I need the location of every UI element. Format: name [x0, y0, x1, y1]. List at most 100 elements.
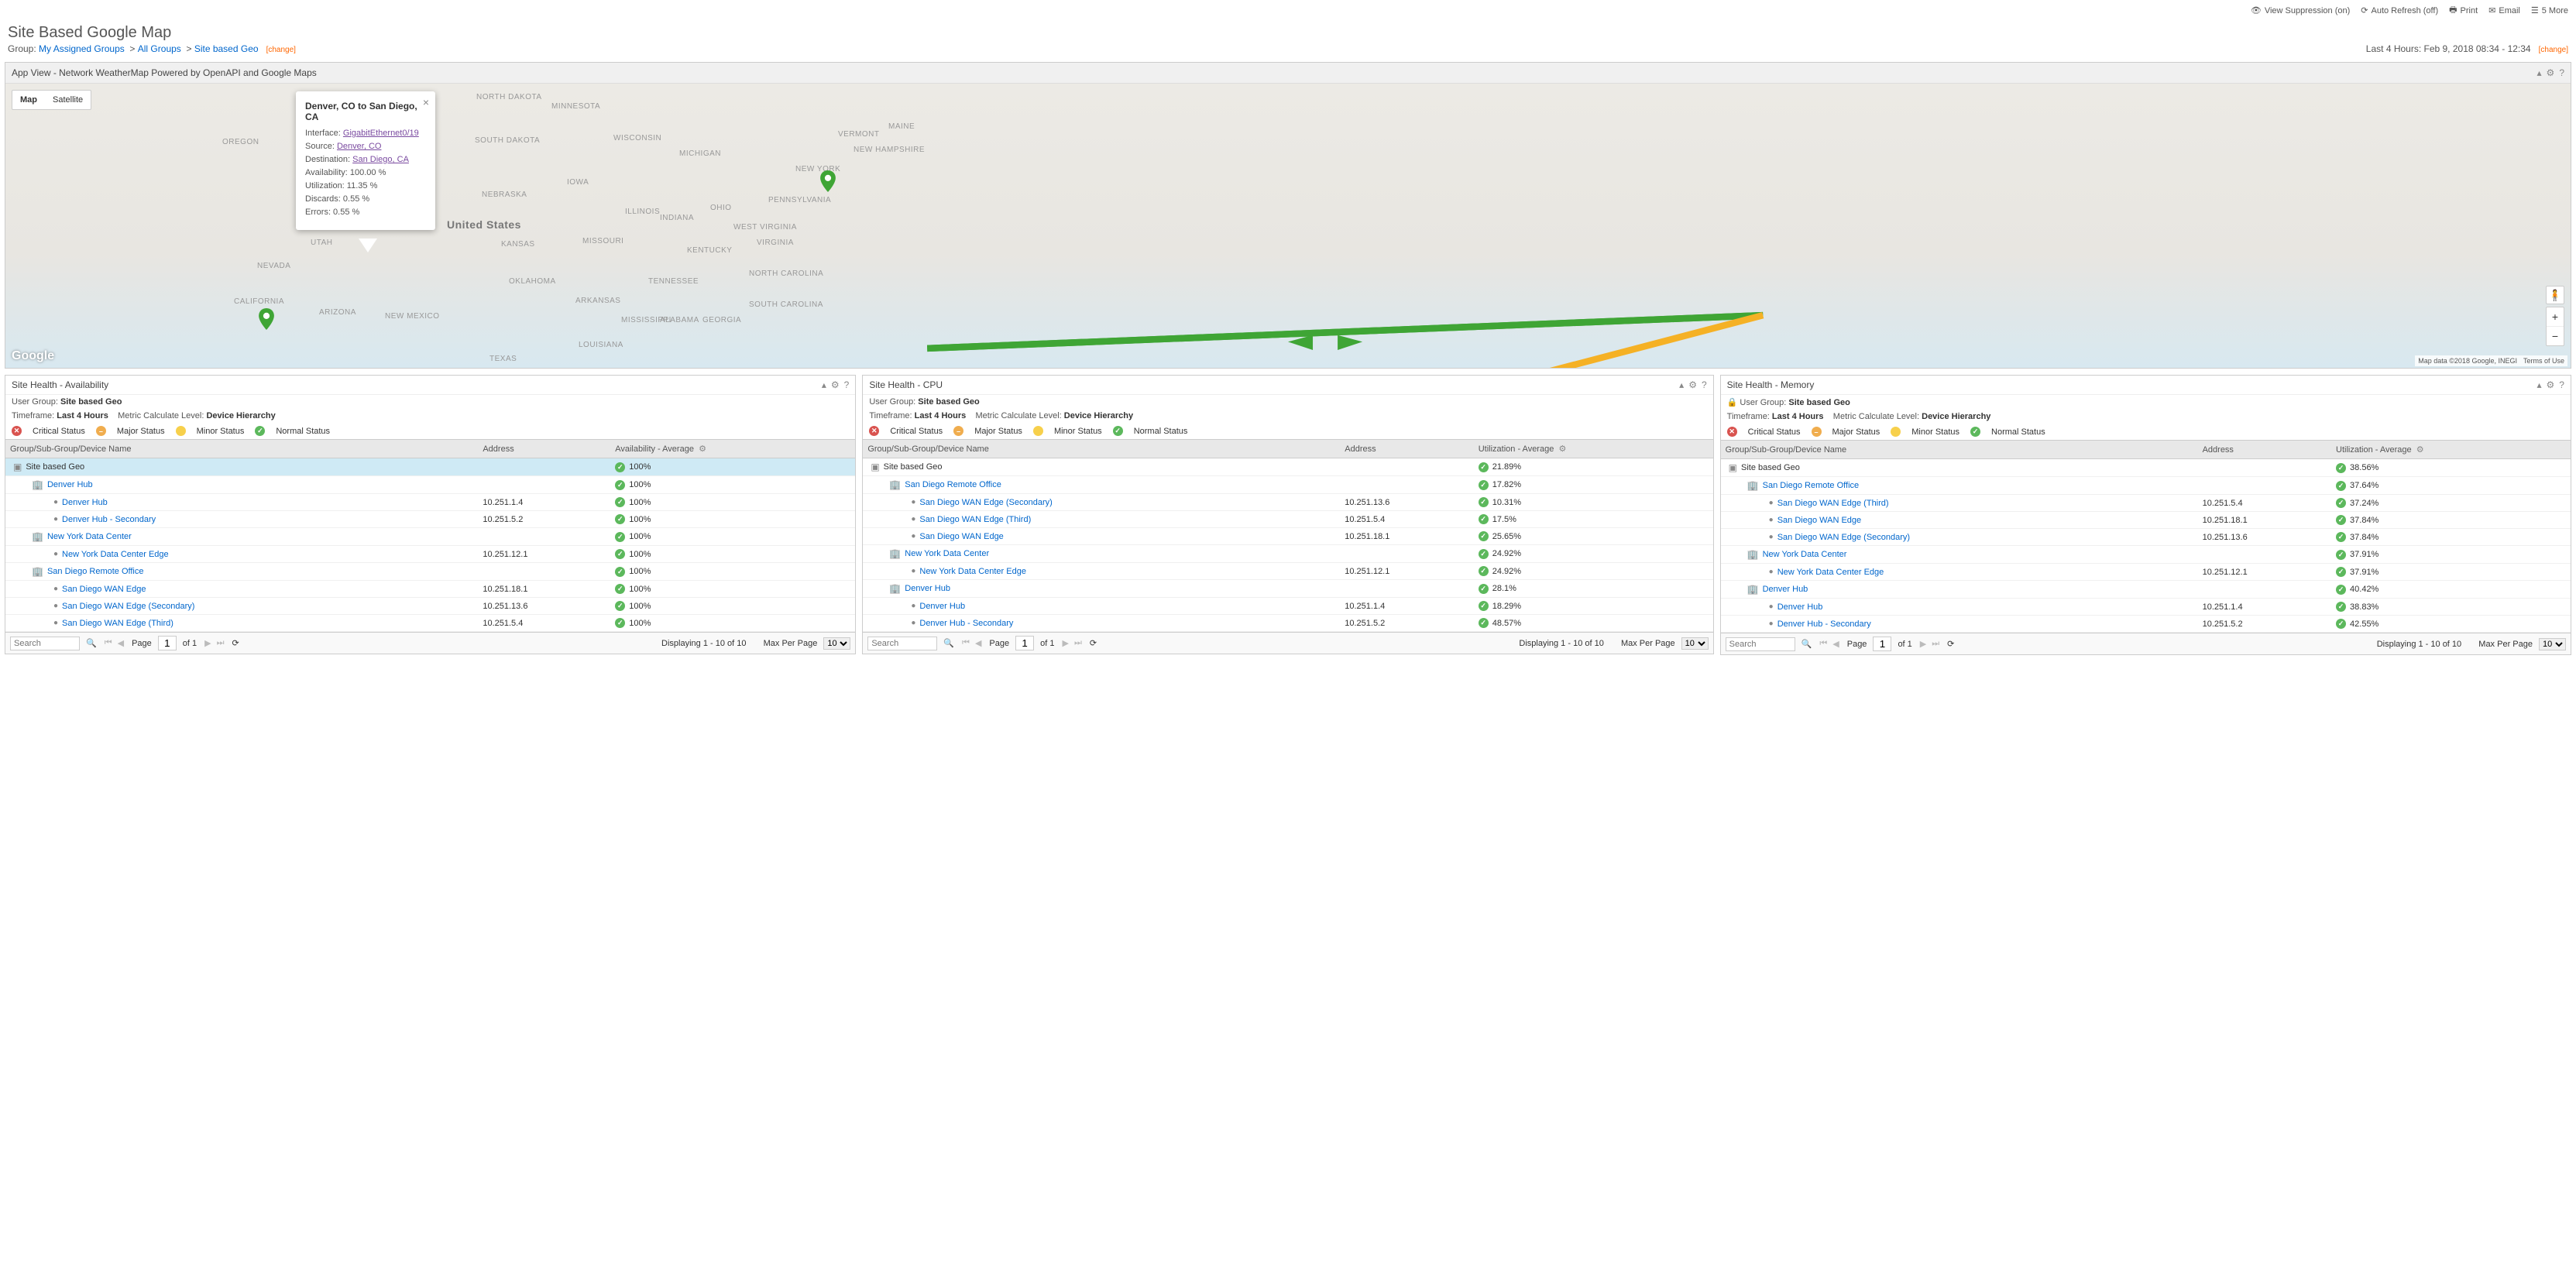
search-input[interactable]: [1726, 637, 1795, 651]
gear-icon[interactable]: ⚙: [831, 379, 840, 390]
help-icon[interactable]: ?: [1702, 379, 1707, 390]
row-name[interactable]: Denver Hub: [62, 498, 108, 507]
prev-page-button[interactable]: ◀: [116, 638, 125, 648]
table-row[interactable]: ●San Diego WAN Edge (Secondary)10.251.13…: [1721, 529, 2571, 546]
gear-icon[interactable]: ⚙: [2547, 379, 2555, 390]
pegman-icon[interactable]: 🧍: [2546, 286, 2564, 304]
table-row[interactable]: ●San Diego WAN Edge (Third)10.251.5.4✓10…: [5, 615, 855, 632]
col-address-header[interactable]: Address: [2198, 441, 2331, 459]
row-name[interactable]: San Diego Remote Office: [47, 567, 144, 576]
refresh-icon[interactable]: ⟳: [1947, 639, 1954, 649]
row-name[interactable]: San Diego WAN Edge: [919, 532, 1003, 541]
row-name[interactable]: Denver Hub: [1763, 585, 1808, 594]
table-row[interactable]: ●San Diego WAN Edge10.251.18.1✓37.84%: [1721, 512, 2571, 529]
table-row[interactable]: ●San Diego WAN Edge (Third)10.251.5.4✓17…: [863, 511, 1712, 528]
table-row[interactable]: ●Denver Hub10.251.1.4✓18.29%: [863, 598, 1712, 615]
row-name[interactable]: Denver Hub: [919, 602, 965, 611]
column-gear-icon[interactable]: ⚙: [1558, 444, 1566, 454]
first-page-button[interactable]: ⏮: [1818, 639, 1829, 649]
iw-interface-link[interactable]: GigabitEthernet0/19: [343, 129, 419, 138]
zoom-in-button[interactable]: +: [2547, 307, 2564, 327]
col-value-header[interactable]: Utilization - Average ⚙: [1474, 440, 1713, 458]
collapse-icon[interactable]: ▴: [2537, 67, 2542, 78]
row-name[interactable]: San Diego WAN Edge (Secondary): [62, 602, 194, 611]
table-row[interactable]: ▣Site based Geo✓100%: [5, 458, 855, 476]
table-row[interactable]: ▣Site based Geo✓21.89%: [863, 458, 1712, 476]
row-name[interactable]: New York Data Center: [47, 532, 132, 541]
breadcrumb-my-groups[interactable]: My Assigned Groups: [39, 43, 125, 54]
col-name-header[interactable]: Group/Sub-Group/Device Name: [863, 440, 1340, 458]
first-page-button[interactable]: ⏮: [103, 638, 114, 648]
table-row[interactable]: ●San Diego WAN Edge10.251.18.1✓25.65%: [863, 528, 1712, 545]
row-name[interactable]: Denver Hub - Secondary: [1777, 619, 1871, 629]
iw-source-link[interactable]: Denver, CO: [337, 142, 381, 151]
row-name[interactable]: San Diego WAN Edge: [62, 585, 146, 594]
next-page-button[interactable]: ▶: [203, 638, 212, 648]
gear-icon[interactable]: ⚙: [1688, 379, 1697, 390]
row-name[interactable]: New York Data Center Edge: [62, 550, 169, 559]
row-name[interactable]: San Diego WAN Edge (Third): [1777, 499, 1889, 508]
table-row[interactable]: ●Denver Hub10.251.1.4✓38.83%: [1721, 599, 2571, 616]
table-row[interactable]: ●Denver Hub - Secondary10.251.5.2✓100%: [5, 511, 855, 528]
table-row[interactable]: ●Denver Hub - Secondary10.251.5.2✓42.55%: [1721, 616, 2571, 633]
col-value-header[interactable]: Availability - Average ⚙: [610, 440, 855, 458]
last-page-button[interactable]: ⏭: [1930, 639, 1941, 649]
row-name[interactable]: New York Data Center: [905, 549, 989, 558]
table-row[interactable]: ●San Diego WAN Edge (Secondary)10.251.13…: [863, 494, 1712, 511]
last-page-button[interactable]: ⏭: [215, 638, 226, 648]
max-per-page-select[interactable]: 10: [823, 637, 850, 650]
table-row[interactable]: 🏢San Diego Remote Office✓37.64%: [1721, 477, 2571, 495]
last-page-button[interactable]: ⏭: [1073, 638, 1084, 648]
page-input[interactable]: [1873, 637, 1891, 651]
refresh-icon[interactable]: ⟳: [232, 638, 239, 648]
search-icon[interactable]: 🔍: [1801, 639, 1812, 649]
table-row[interactable]: ●Denver Hub10.251.1.4✓100%: [5, 494, 855, 511]
column-gear-icon[interactable]: ⚙: [699, 444, 706, 454]
collapse-icon[interactable]: ▴: [1679, 379, 1684, 390]
table-row[interactable]: 🏢New York Data Center✓24.92%: [863, 545, 1712, 563]
column-gear-icon[interactable]: ⚙: [2416, 445, 2424, 455]
table-row[interactable]: 🏢New York Data Center✓100%: [5, 528, 855, 546]
table-row[interactable]: 🏢New York Data Center✓37.91%: [1721, 546, 2571, 564]
collapse-icon[interactable]: ▴: [822, 379, 826, 390]
view-suppression-toggle[interactable]: 👁View Suppression (on): [2251, 3, 2350, 18]
print-button[interactable]: 🖶Print: [2449, 3, 2478, 18]
table-row[interactable]: 🏢Denver Hub✓28.1%: [863, 580, 1712, 598]
map-type-satellite[interactable]: Satellite: [45, 91, 91, 109]
help-icon[interactable]: ?: [2559, 67, 2564, 78]
refresh-icon[interactable]: ⟳: [1090, 638, 1097, 648]
row-name[interactable]: San Diego WAN Edge (Secondary): [1777, 533, 1910, 542]
search-input[interactable]: [10, 637, 80, 650]
prev-page-button[interactable]: ◀: [1831, 639, 1840, 649]
table-row[interactable]: ●San Diego WAN Edge10.251.18.1✓100%: [5, 581, 855, 598]
next-page-button[interactable]: ▶: [1060, 638, 1070, 648]
collapse-icon[interactable]: ▴: [2537, 379, 2542, 390]
row-name[interactable]: Denver Hub - Secondary: [919, 619, 1013, 628]
iw-dest-link[interactable]: San Diego, CA: [352, 155, 409, 164]
row-name[interactable]: San Diego WAN Edge (Third): [919, 515, 1031, 524]
map-type-map[interactable]: Map: [12, 91, 45, 109]
table-row[interactable]: ●Denver Hub - Secondary10.251.5.2✓48.57%: [863, 615, 1712, 632]
table-row[interactable]: 🏢San Diego Remote Office✓100%: [5, 563, 855, 581]
col-value-header[interactable]: Utilization - Average ⚙: [2331, 441, 2571, 459]
table-row[interactable]: ●New York Data Center Edge10.251.12.1✓10…: [5, 546, 855, 563]
email-button[interactable]: ✉Email: [2488, 3, 2520, 18]
col-address-header[interactable]: Address: [478, 440, 610, 458]
timeframe-change-link[interactable]: [change]: [2539, 46, 2568, 54]
first-page-button[interactable]: ⏮: [960, 638, 971, 648]
table-row[interactable]: ●New York Data Center Edge10.251.12.1✓24…: [863, 563, 1712, 580]
help-icon[interactable]: ?: [844, 379, 850, 390]
row-name[interactable]: Denver Hub: [905, 584, 950, 593]
row-name[interactable]: New York Data Center Edge: [1777, 568, 1884, 577]
table-row[interactable]: 🏢San Diego Remote Office✓17.82%: [863, 476, 1712, 494]
breadcrumb-site-geo[interactable]: Site based Geo: [194, 43, 259, 54]
breadcrumb-all-groups[interactable]: All Groups: [138, 43, 181, 54]
search-icon[interactable]: 🔍: [86, 638, 97, 648]
auto-refresh-toggle[interactable]: ⟳Auto Refresh (off): [2361, 3, 2438, 18]
zoom-out-button[interactable]: −: [2547, 327, 2564, 345]
col-address-header[interactable]: Address: [1340, 440, 1473, 458]
breadcrumb-change-link[interactable]: [change]: [266, 46, 296, 54]
row-name[interactable]: Denver Hub - Secondary: [62, 515, 156, 524]
search-icon[interactable]: 🔍: [943, 638, 954, 648]
gear-icon[interactable]: ⚙: [2547, 67, 2555, 78]
